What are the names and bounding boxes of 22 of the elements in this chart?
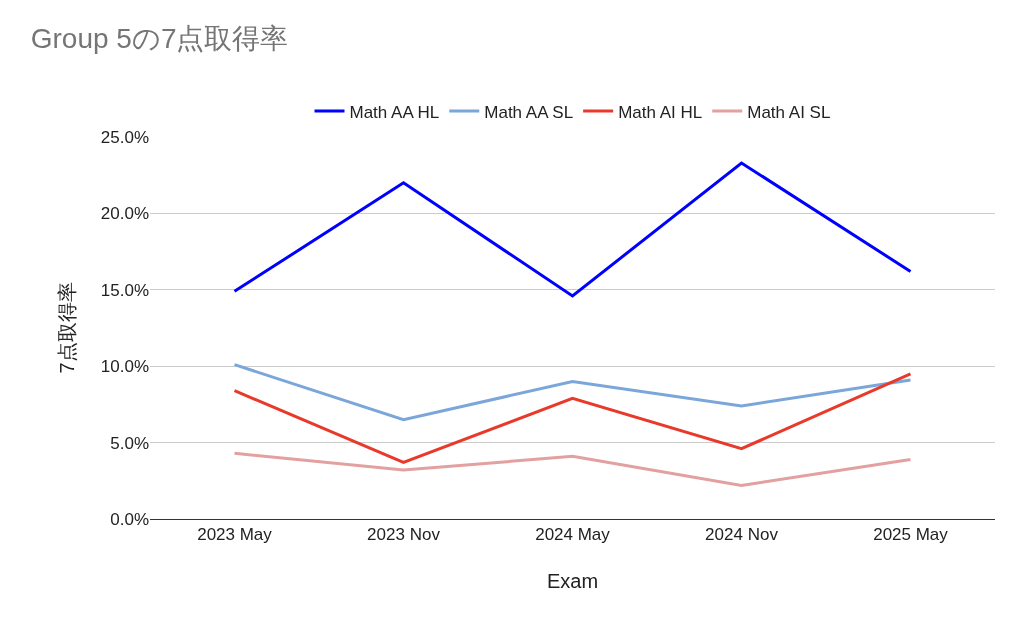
legend-label: Math AI SL: [747, 102, 831, 122]
y-tick-label: 25.0%: [100, 127, 149, 147]
line-series: [233, 372, 912, 464]
line-series: [233, 363, 912, 422]
x-tick-label: 2023 May: [197, 525, 273, 545]
legend-label: Math AA SL: [484, 102, 574, 122]
line-series: [233, 161, 912, 298]
legend-label: Math AI HL: [618, 102, 703, 122]
x-tick-label: 2024 May: [535, 525, 611, 545]
chart-title: Group 5の7点取得率: [30, 23, 289, 55]
y-tick-label: 0.0%: [110, 509, 149, 529]
line-series: [233, 451, 912, 487]
y-tick-label: 20.0%: [100, 204, 149, 224]
x-tick-label: 2025 May: [873, 525, 949, 545]
x-tick-label: 2023 Nov: [367, 525, 441, 545]
y-tick-label: 5.0%: [110, 433, 149, 453]
y-tick-label: 15.0%: [100, 280, 149, 300]
y-tick-label: 10.0%: [100, 357, 149, 377]
y-axis-title: 7点取得率: [56, 282, 79, 374]
x-axis-title: Exam: [546, 569, 599, 592]
x-tick-label: 2024 Nov: [705, 525, 779, 545]
legend-label: Math AA HL: [349, 102, 440, 122]
